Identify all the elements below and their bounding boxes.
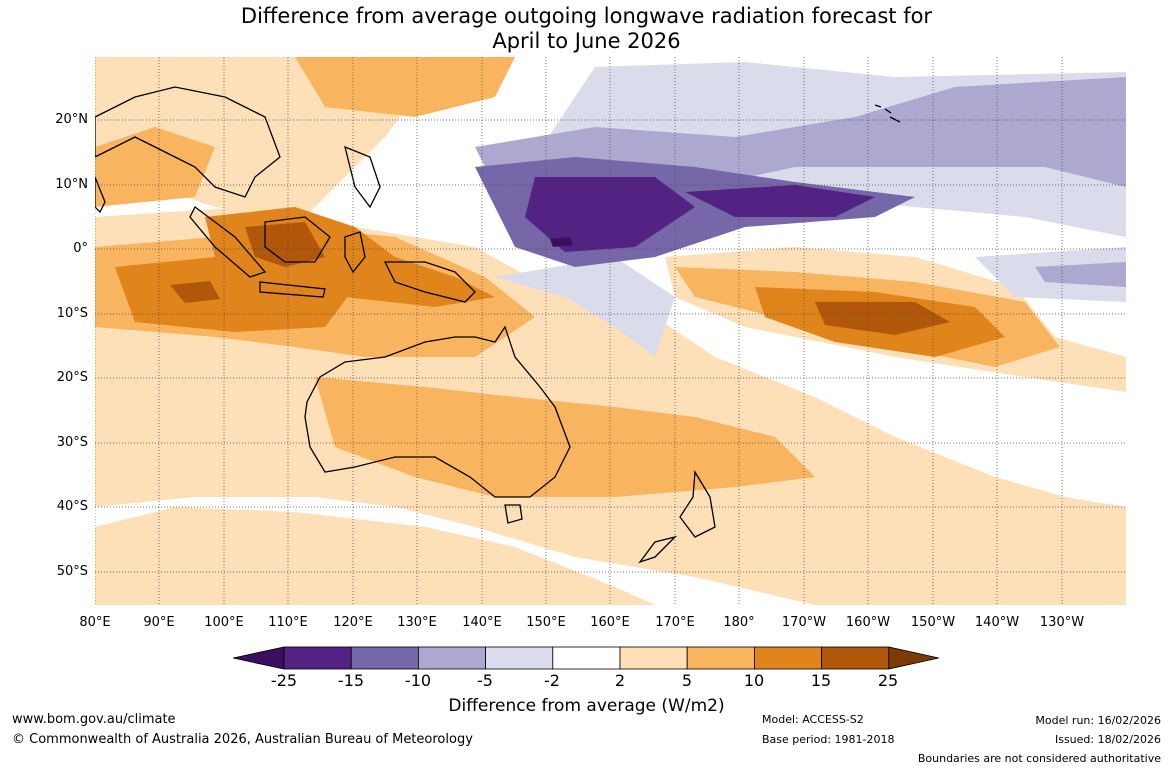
colorbar-swatch xyxy=(754,646,823,670)
australia-coastline xyxy=(304,325,571,498)
new-guinea-coastline xyxy=(383,261,476,303)
anomaly-band-orange xyxy=(295,57,515,117)
anomaly-band-dark-purple xyxy=(525,177,695,252)
lon-label-90e: 90°E xyxy=(143,615,175,630)
lat-label-0: 0° xyxy=(73,241,88,256)
sumatra-coastline xyxy=(189,206,267,278)
colorbar-tick: -10 xyxy=(404,671,432,690)
colorbar-swatch xyxy=(485,646,554,670)
footer-url[interactable]: www.bom.gov.au/climate xyxy=(12,712,176,727)
philippines-coastline xyxy=(344,145,381,209)
colorbar-swatch xyxy=(552,646,621,670)
colorbar-swatch xyxy=(619,646,688,670)
lon-label-170e: 170°E xyxy=(655,615,695,630)
java-coastline xyxy=(259,281,326,298)
lat-label-20s: 20°S xyxy=(56,370,88,385)
anomaly-band-lavender xyxy=(495,257,675,357)
colorbar-tick: 5 xyxy=(681,671,693,690)
colorbar-tick: -15 xyxy=(337,671,365,690)
lat-label-30s: 30°S xyxy=(56,435,88,450)
footer-base-period: Base period: 1981-2018 xyxy=(762,733,895,746)
anomaly-band-light-purple xyxy=(1035,262,1126,287)
lat-label-20n: 20°N xyxy=(55,112,88,127)
colorbar-label: Difference from average (W/m2) xyxy=(448,696,725,716)
footer-copyright: © Commonwealth of Australia 2026, Austra… xyxy=(12,732,473,747)
map-title: Difference from average outgoing longwav… xyxy=(0,4,1173,54)
footer-model: Model: ACCESS-S2 xyxy=(762,713,864,726)
lon-label-150w: 150°W xyxy=(910,615,956,630)
anomaly-band-orange xyxy=(95,127,215,207)
colorbar-extend-high xyxy=(888,646,939,670)
anomaly-band-darkest-purple xyxy=(550,237,573,247)
graticule xyxy=(95,57,1126,605)
lat-label-10s: 10°S xyxy=(56,306,88,321)
anomaly-band-dark-purple xyxy=(685,185,875,217)
asia-coastline xyxy=(95,86,281,198)
lat-label-40s: 40°S xyxy=(56,499,88,514)
colorbar-swatch xyxy=(350,646,419,670)
title-line-2: April to June 2026 xyxy=(492,29,681,53)
anomaly-band-brown xyxy=(815,302,950,335)
colorbar-tick: -5 xyxy=(477,671,493,690)
colorbar xyxy=(233,646,939,670)
lon-label-130w: 130°W xyxy=(1039,615,1085,630)
colorbar-tick: 25 xyxy=(877,671,899,690)
lon-label-140w: 140°W xyxy=(974,615,1020,630)
hawaii-coastline xyxy=(874,104,901,123)
map-canvas xyxy=(95,57,1126,605)
lon-label-160w: 160°W xyxy=(845,615,891,630)
title-line-1: Difference from average outgoing longwav… xyxy=(240,4,933,28)
colorbar-swatch xyxy=(283,646,352,670)
lon-label-120e: 120°E xyxy=(333,615,373,630)
tasmania-coastline xyxy=(504,504,523,524)
colorbar-tick: -25 xyxy=(270,671,298,690)
colorbar-tick: 2 xyxy=(614,671,626,690)
lat-label-50s: 50°S xyxy=(56,564,88,579)
anomaly-band-orange xyxy=(315,377,815,497)
colorbar-tick: 10 xyxy=(743,671,765,690)
colorbar-swatch xyxy=(686,646,755,670)
lon-label-160e: 160°E xyxy=(590,615,630,630)
footer-disclaimer: Boundaries are not considered authoritat… xyxy=(917,752,1161,765)
lon-label-100e: 100°E xyxy=(204,615,244,630)
colorbar-tick: -2 xyxy=(544,671,560,690)
colorbar-swatch xyxy=(417,646,486,670)
footer-issued: Issued: 18/02/2026 xyxy=(1054,733,1161,746)
anomaly-band-light-orange xyxy=(95,507,655,605)
colorbar-extend-low xyxy=(233,646,285,670)
coastlines xyxy=(95,86,901,564)
borneo-coastline xyxy=(264,216,331,263)
india-coastline xyxy=(95,176,106,214)
lon-label-180: 180° xyxy=(723,615,755,630)
lon-label-80e: 80°E xyxy=(79,615,111,630)
new-zealand-coastline xyxy=(638,469,716,564)
colorbar-swatch xyxy=(821,646,890,670)
olr-anomaly-map xyxy=(95,57,1126,605)
lon-label-140e: 140°E xyxy=(462,615,502,630)
anomaly-band-brown xyxy=(170,281,220,303)
lon-label-130e: 130°E xyxy=(397,615,437,630)
lon-label-110e: 110°E xyxy=(268,615,308,630)
colorbar-tick: 15 xyxy=(810,671,832,690)
sulawesi-coastline xyxy=(344,231,366,274)
lon-label-170w: 170°W xyxy=(781,615,827,630)
footer-model-run: Model run: 16/02/2026 xyxy=(1035,714,1161,727)
lon-label-150e: 150°E xyxy=(526,615,566,630)
lat-label-10n: 10°N xyxy=(55,177,88,192)
